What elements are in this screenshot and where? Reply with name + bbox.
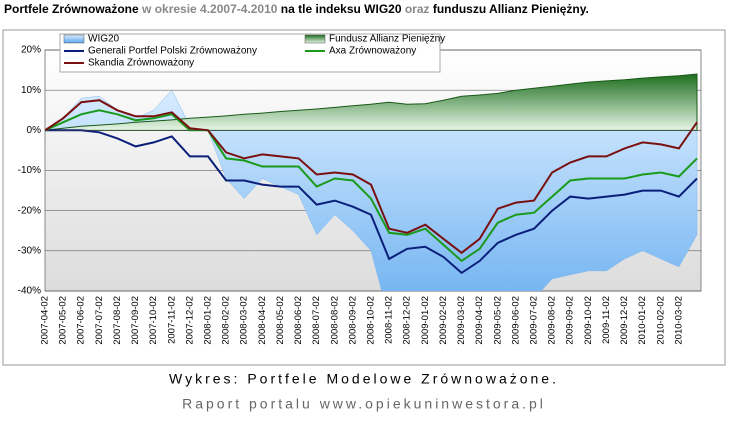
legend-label: Generali Portfel Polski Zrównoważony <box>88 46 257 57</box>
x-tick-label: 2010-01-02 <box>637 296 648 345</box>
x-tick-label: 2010-02-02 <box>655 296 666 345</box>
x-tick-label: 2009-03-02 <box>456 296 467 345</box>
title-part: Portfele Zrównoważone <box>4 2 139 16</box>
title-part: na tle indeksu WIG20 <box>277 2 401 16</box>
line <box>45 109 698 263</box>
x-tick-label: 2007-11-02 <box>166 296 177 344</box>
footer: Wykres: Portfele Modelowe Zrównoważone. <box>169 371 559 387</box>
title-part: funduszu Allianz Pieniężny. <box>430 2 589 16</box>
x-tick-label: 2008-07-02 <box>311 296 322 345</box>
area <box>45 73 698 131</box>
x-tick-label: 2009-11-02 <box>601 296 612 344</box>
x-tick-label: 2009-10-02 <box>583 296 594 345</box>
x-tick-label: 2010-03-02 <box>673 296 684 345</box>
x-tick-label: 2008-08-02 <box>329 296 340 345</box>
x-tick-label: 2008-03-02 <box>239 296 250 345</box>
legend-label: Axa Zrównoważony <box>329 46 416 57</box>
x-tick-label: 2008-05-02 <box>275 296 286 345</box>
legend-swatch <box>304 34 326 44</box>
legend-swatch <box>63 34 85 44</box>
x-tick-label: 2007-09-02 <box>130 296 141 345</box>
x-tick-label: 2008-12-02 <box>402 296 413 345</box>
x-tick-label: 2008-09-02 <box>347 296 358 345</box>
x-tick-label: 2007-10-02 <box>148 296 159 345</box>
legend-box <box>59 33 441 73</box>
x-tick-label: 2009-09-02 <box>565 296 576 345</box>
chart-title: Portfele Zrównoważone w okresie 4.2007-4… <box>4 2 589 16</box>
x-tick-label: 2008-06-02 <box>293 296 304 345</box>
line <box>45 99 698 255</box>
line <box>45 129 698 275</box>
x-tick-label: 2009-07-02 <box>529 296 540 345</box>
x-tick-label: 2008-01-02 <box>203 296 214 345</box>
series-group <box>45 73 698 291</box>
area <box>45 89 698 291</box>
legend-label: WIG20 <box>88 34 120 45</box>
title-part: oraz <box>402 2 430 16</box>
x-tick-label: 2008-02-02 <box>221 296 232 345</box>
x-tick-label: 2009-06-02 <box>510 296 521 345</box>
y-tick-label: 0% <box>27 125 42 136</box>
x-tick-label: 2009-02-02 <box>438 296 449 345</box>
x-tick-label: 2007-05-02 <box>58 296 69 345</box>
title-part: w okresie 4.2007-4.2010 <box>139 2 278 16</box>
x-tick-label: 2007-12-02 <box>184 296 195 345</box>
x-tick-label: 2009-04-02 <box>474 296 485 345</box>
x-tick-label: 2008-10-02 <box>366 296 377 345</box>
legend-label: Skandia Zrównoważony <box>88 58 194 69</box>
x-tick-label: 2009-08-02 <box>547 296 558 345</box>
x-tick-label: 2009-05-02 <box>492 296 503 345</box>
legend-label: Fundusz Allianz Pieniężny <box>329 34 445 45</box>
y-tick-label: -40% <box>18 286 41 297</box>
x-tick-label: 2008-11-02 <box>384 296 395 344</box>
x-tick-label: 2007-07-02 <box>94 296 105 345</box>
y-tick-label: 10% <box>21 85 41 96</box>
x-tick-label: 2009-01-02 <box>420 296 431 345</box>
y-tick-label: 20% <box>21 45 41 56</box>
source: Raport portalu www.opiekuninwestora.pl <box>182 396 546 412</box>
x-tick-label: 2007-06-02 <box>76 296 87 345</box>
x-tick-label: 2008-04-02 <box>257 296 268 345</box>
x-tick-label: 2009-12-02 <box>619 296 630 345</box>
y-tick-label: -10% <box>18 165 41 176</box>
y-tick-label: -20% <box>18 205 41 216</box>
x-tick-label: 2007-04-02 <box>40 296 51 345</box>
x-tick-label: 2007-08-02 <box>112 296 123 345</box>
y-tick-label: -30% <box>18 245 41 256</box>
